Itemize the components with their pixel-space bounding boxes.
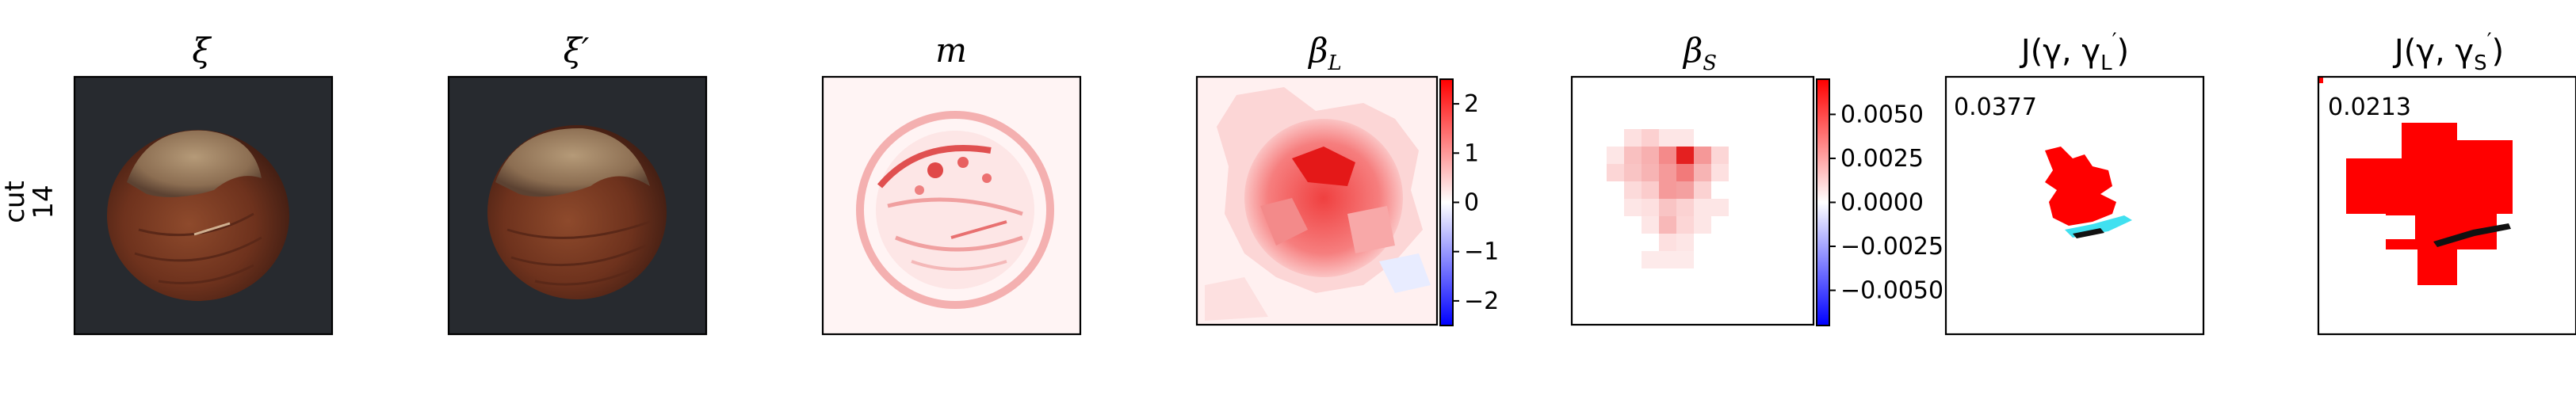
beta-s-colorbar-ticks: 0.0050 0.0025 0.0000 −0.0025 −0.0050 (1829, 101, 1943, 305)
beta-l-colorbar-tick-label: 2 (1464, 90, 1479, 118)
superpixel-cell (1711, 164, 1729, 181)
panel-frame-beta-l (1195, 75, 1439, 326)
panel-j-s: J(γ, γS′) 0.0213 (2317, 29, 2576, 336)
score-j-s: 0.0213 (2328, 93, 2411, 121)
superpixel-cell (1694, 164, 1711, 181)
superpixel-cell (1659, 251, 1676, 268)
panel-title-beta-l: βL (1307, 31, 1342, 75)
panel-title-xi-prime: ξ′ (564, 31, 590, 70)
panel-xi: ξ (73, 31, 334, 336)
panel-m: m (821, 31, 1082, 336)
hazelnut-image-xi (75, 77, 332, 334)
panel-frame-beta-s (1570, 75, 1815, 326)
panel-title-beta-s: βS (1682, 31, 1717, 75)
hazelnut-image-xi-prime (449, 77, 706, 334)
panel-title-xi: ξ (192, 31, 212, 70)
beta-s-colorbar-tick-label: −0.0025 (1840, 233, 1943, 261)
superpixel-cell (1642, 181, 1659, 199)
mask-overlay-j-s: 0.0213 (2318, 77, 2576, 334)
mask-overlay-j-l: 0.0377 (1946, 77, 2203, 334)
superpixel-cell (1676, 147, 1694, 164)
row-label-line2: 14 (28, 185, 59, 219)
superpixel-cell (1642, 199, 1659, 216)
beta-s-colorbar-tick-label: −0.0050 (1840, 277, 1943, 305)
superpixel-cell (1624, 199, 1642, 216)
panel-frame-xi (73, 75, 334, 336)
beta-s-superpixel-grid (1607, 129, 1729, 268)
beta-l-colorbar-tick-label: −1 (1464, 238, 1499, 266)
superpixel-cell (1676, 216, 1694, 234)
superpixel-cell (1642, 251, 1659, 268)
row-label: cut 14 (0, 181, 59, 223)
panel-beta-l: βL 2 1 0 −1 −2 (1195, 31, 1499, 326)
superpixel-cell (1676, 164, 1694, 181)
panel-beta-s: βS 0.0050 0.0025 0.0000 −0.0025 −0.0050 (1570, 31, 1943, 326)
superpixel-cell (1711, 199, 1729, 216)
panel-title-j-s: J(γ, γS′) (2392, 29, 2504, 75)
beta-l-colorbar-tick-label: 0 (1464, 189, 1479, 217)
panel-frame-j-s (2317, 75, 2576, 336)
superpixel-cell (1642, 216, 1659, 234)
superpixel-cell (1694, 199, 1711, 216)
superpixel-cell (1642, 164, 1659, 181)
superpixel-cell (1676, 129, 1694, 147)
row-label-line1: cut (0, 181, 31, 223)
beta-l-colorbar-ticks: 2 1 0 −1 −2 (1453, 90, 1499, 315)
superpixel-cell (1624, 129, 1642, 147)
superpixel-cell (1642, 129, 1659, 147)
superpixel-cell (1711, 147, 1729, 164)
superpixel-cell (1659, 216, 1676, 234)
panel-title-j-l: J(γ, γL′) (2019, 29, 2129, 75)
beta-l-colorbar: 2 1 0 −1 −2 (1439, 78, 1499, 326)
beta-s-colorbar-gradient (1817, 79, 1829, 326)
superpixel-cell (1624, 164, 1642, 181)
beta-s-colorbar-tick-label: 0.0025 (1840, 145, 1924, 173)
panel-j-l: J(γ, γL′) 0.0377 (1944, 29, 2205, 336)
superpixel-cell (1694, 181, 1711, 199)
beta-s-colorbar-tick-label: 0.0000 (1840, 189, 1924, 217)
panel-title-m: m (935, 31, 967, 70)
attribution-map-beta-s (1572, 77, 1814, 325)
panel-frame-xi-prime (447, 75, 708, 336)
superpixel-cell (1642, 147, 1659, 164)
superpixel-cell (1659, 181, 1676, 199)
superpixel-cell (1659, 147, 1676, 164)
superpixel-cell (1659, 164, 1676, 181)
superpixel-cell (1676, 251, 1694, 268)
superpixel-cell (1659, 129, 1676, 147)
superpixel-cell (1624, 181, 1642, 199)
superpixel-cell (1624, 147, 1642, 164)
score-j-l: 0.0377 (1954, 93, 2037, 121)
superpixel-cell (1676, 199, 1694, 216)
beta-s-colorbar-tick-label: 0.0050 (1840, 101, 1924, 128)
superpixel-cell (1607, 164, 1624, 181)
beta-l-colorbar-tick-label: −2 (1464, 287, 1499, 315)
panel-frame-m (821, 75, 1082, 336)
panel-frame-j-l (1944, 75, 2205, 336)
attribution-map-beta-l (1197, 77, 1437, 325)
beta-s-colorbar: 0.0050 0.0025 0.0000 −0.0025 −0.0050 (1816, 78, 1943, 326)
beta-l-colorbar-tick-label: 1 (1464, 139, 1479, 167)
difference-map-m (823, 77, 1080, 334)
panel-xi-prime: ξ′ (447, 31, 708, 336)
superpixel-cell (1694, 147, 1711, 164)
beta-l-colorbar-gradient (1440, 79, 1453, 326)
superpixel-cell (1607, 147, 1624, 164)
superpixel-cell (1694, 216, 1711, 234)
superpixel-cell (1659, 199, 1676, 216)
superpixel-cell (1676, 181, 1694, 199)
superpixel-cell (1676, 234, 1694, 251)
superpixel-cell (1659, 234, 1676, 251)
